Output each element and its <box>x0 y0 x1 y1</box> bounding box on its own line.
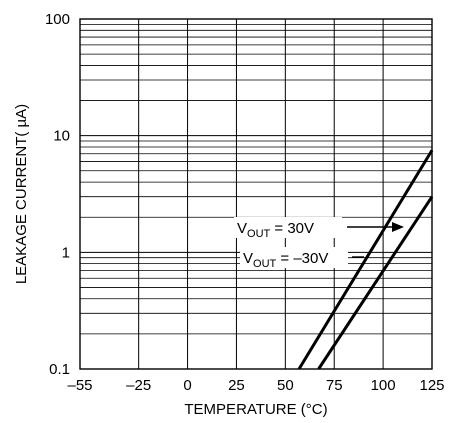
series-line-1 <box>297 149 434 370</box>
y-tick-label: 100 <box>45 11 70 28</box>
x-tick-label: 0 <box>183 377 191 394</box>
series-1-annotation: VOUT = 30V <box>237 220 314 240</box>
x-tick-label: 100 <box>371 377 396 394</box>
y-tick-labels: 0.1 1 10 100 <box>45 11 70 378</box>
x-tick-label: 75 <box>326 377 343 394</box>
x-axis-label: TEMPERATURE (°C) <box>184 401 327 418</box>
series-2-annotation-background <box>240 247 348 268</box>
x-tick-label: 50 <box>277 377 294 394</box>
series-1-annotation-background <box>234 217 342 238</box>
plot-frame <box>79 18 433 370</box>
annotations: VOUT = 30V VOUT = –30V <box>234 217 404 270</box>
series-layer <box>297 149 434 370</box>
annotation-arrowhead <box>392 222 404 232</box>
x-tick-label: 25 <box>228 377 245 394</box>
x-tick-labels: –55 –25 0 25 50 75 100 125 <box>67 377 444 394</box>
x-tick-label: 125 <box>419 377 444 394</box>
x-tick-label: –55 <box>67 377 92 394</box>
series-line-2 <box>317 195 434 370</box>
grid <box>80 19 432 369</box>
y-axis-label: LEAKAGE CURRENT( µA) <box>13 104 30 284</box>
y-tick-label: 10 <box>53 128 70 145</box>
series-2-annotation: VOUT = –30V <box>243 250 328 270</box>
x-tick-label: –25 <box>126 377 151 394</box>
y-tick-label: 1 <box>62 244 70 261</box>
y-tick-label: 0.1 <box>49 361 70 378</box>
